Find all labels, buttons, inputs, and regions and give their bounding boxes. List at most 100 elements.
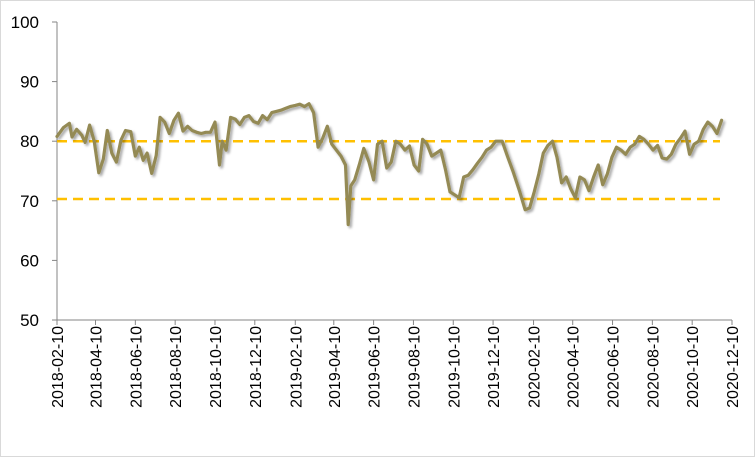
data-point — [266, 119, 268, 121]
data-point — [98, 172, 100, 174]
data-point — [262, 115, 264, 117]
data-point — [711, 125, 714, 127]
data-point — [308, 103, 310, 105]
data-point — [495, 140, 497, 142]
data-point — [313, 112, 315, 114]
data-point — [102, 158, 104, 160]
x-tick-label: 2020-10-10 — [685, 326, 702, 408]
data-point — [721, 119, 723, 121]
data-point — [173, 119, 175, 121]
data-point — [404, 149, 406, 151]
data-point — [376, 143, 379, 145]
data-point — [196, 131, 198, 133]
data-point — [679, 137, 682, 139]
data-point — [230, 116, 232, 118]
y-tick-label: 60 — [20, 251, 39, 270]
data-point — [629, 146, 631, 148]
data-point — [579, 176, 581, 178]
data-point — [115, 161, 117, 163]
data-point — [602, 184, 604, 186]
data-point — [606, 173, 608, 175]
data-point — [707, 121, 709, 123]
x-tick-label: 2018-06-10 — [128, 326, 145, 408]
y-tick-label: 100 — [11, 13, 39, 32]
x-tick-label: 2018-02-10 — [50, 326, 67, 408]
data-point — [533, 191, 535, 193]
data-point — [547, 144, 549, 146]
data-point — [426, 143, 428, 145]
data-point — [716, 132, 718, 135]
data-point — [373, 179, 375, 181]
data-point — [689, 153, 691, 155]
data-point — [399, 143, 401, 145]
data-point — [661, 157, 663, 159]
data-point — [89, 124, 91, 126]
data-point — [561, 182, 563, 184]
data-point — [62, 126, 65, 129]
data-point — [542, 152, 544, 154]
data-point — [693, 143, 695, 145]
data-point — [200, 132, 202, 135]
data-point — [565, 176, 567, 178]
y-tick-label: 90 — [20, 73, 39, 92]
data-point — [657, 144, 659, 146]
data-point — [643, 138, 645, 140]
data-point — [218, 164, 221, 166]
data-point — [615, 146, 618, 148]
data-point — [303, 106, 305, 108]
x-tick-label: 2019-06-10 — [367, 326, 384, 408]
data-point — [354, 179, 356, 181]
x-tick-label: 2019-08-10 — [406, 326, 423, 408]
data-point — [151, 172, 153, 174]
data-point — [583, 179, 586, 181]
data-point — [134, 155, 136, 157]
data-point — [257, 122, 259, 124]
data-point — [647, 143, 650, 145]
data-point — [340, 155, 342, 157]
data-point — [418, 170, 420, 172]
data-point — [702, 128, 704, 130]
data-point — [243, 116, 245, 118]
data-point — [670, 153, 672, 155]
x-tick-label: 2020-02-10 — [527, 326, 544, 408]
data-point — [501, 140, 503, 142]
data-point — [350, 185, 352, 187]
data-point — [485, 149, 488, 151]
data-point — [347, 224, 349, 226]
data-point — [142, 159, 144, 161]
data-point — [386, 167, 388, 169]
data-point — [390, 161, 392, 163]
data-point — [625, 153, 627, 155]
data-point — [284, 107, 287, 109]
data-point — [111, 152, 113, 154]
data-point — [652, 149, 654, 151]
data-point — [666, 158, 668, 160]
data-point — [124, 129, 127, 132]
data-point — [68, 122, 70, 124]
data-point — [698, 140, 700, 142]
data-point — [597, 164, 599, 166]
data-point — [214, 121, 216, 123]
data-point — [634, 143, 636, 145]
data-point — [120, 139, 122, 141]
data-point — [344, 164, 347, 166]
data-point — [234, 118, 236, 120]
data-point — [326, 125, 328, 127]
data-point — [472, 169, 474, 171]
data-point — [271, 112, 273, 114]
data-point — [322, 137, 324, 139]
data-point — [106, 129, 108, 132]
data-point — [294, 104, 296, 106]
data-point — [574, 197, 576, 199]
data-point — [275, 110, 277, 112]
x-tick-label: 2018-08-10 — [168, 326, 185, 408]
data-point — [481, 156, 483, 158]
x-tick-label: 2020-06-10 — [606, 326, 623, 408]
data-point — [444, 168, 446, 170]
data-point — [593, 176, 595, 178]
data-point — [280, 109, 282, 111]
data-point — [570, 188, 572, 190]
data-point — [368, 161, 370, 163]
